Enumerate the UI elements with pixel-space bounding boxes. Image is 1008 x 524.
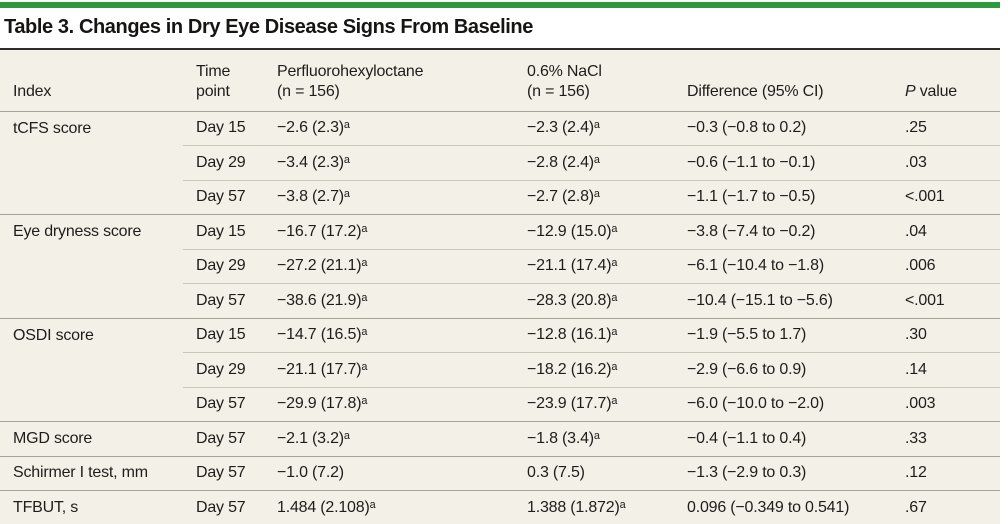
perfluorohexyloctane-cell: −16.7 (17.2)ᵃ <box>264 214 514 249</box>
index-cell <box>0 387 183 422</box>
perfluorohexyloctane-cell: −29.9 (17.8)ᵃ <box>264 386 514 422</box>
nacl-cell: −1.8 (3.4)ᵃ <box>514 421 674 456</box>
p-value-cell: .04 <box>892 214 1000 249</box>
nacl-cell: −21.1 (17.4)ᵃ <box>514 248 674 284</box>
index-cell: Schirmer I test, mm <box>0 455 183 491</box>
difference-cell: −0.6 (−1.1 to −0.1) <box>674 145 892 180</box>
difference-cell: −3.8 (−7.4 to −0.2) <box>674 214 892 249</box>
p-value-cell: .67 <box>892 490 1000 524</box>
difference-cell: −6.1 (−10.4 to −1.8) <box>674 248 892 284</box>
time-point-cell: Day 57 <box>183 386 264 422</box>
perfluorohexyloctane-cell: −2.1 (3.2)ᵃ <box>264 421 514 456</box>
time-point-cell: Day 29 <box>183 145 264 180</box>
p-value-cell: .006 <box>892 248 1000 284</box>
p-value-cell: .33 <box>892 421 1000 456</box>
perfluorohexyloctane-cell: −14.7 (16.5)ᵃ <box>264 317 514 353</box>
perfluorohexyloctane-cell: −1.0 (7.2) <box>264 455 514 491</box>
index-cell: Eye dryness score <box>0 214 183 249</box>
difference-cell: −1.1 (−1.7 to −0.5) <box>674 179 892 215</box>
col-header-nacl: 0.6% NaCl (n = 156) <box>527 63 602 100</box>
table-row: Day 29 −3.4 (2.3)ᵃ −2.8 (2.4)ᵃ −0.6 (−1.… <box>0 145 1000 181</box>
nacl-cell: −23.9 (17.7)ᵃ <box>514 386 674 422</box>
difference-cell: −6.0 (−10.0 to −2.0) <box>674 386 892 422</box>
difference-cell: −1.9 (−5.5 to 1.7) <box>674 317 892 353</box>
nacl-cell: −2.8 (2.4)ᵃ <box>514 145 674 180</box>
p-value-cell: .30 <box>892 317 1000 353</box>
table-row: OSDI score Day 15 −14.7 (16.5)ᵃ −12.8 (1… <box>0 317 1000 353</box>
col-header-index: Index <box>13 82 52 100</box>
time-point-cell: Day 15 <box>196 119 246 137</box>
nacl-cell: −18.2 (16.2)ᵃ <box>514 352 674 387</box>
p-value-cell: <.001 <box>892 283 1000 318</box>
table-title: Table 3. Changes in Dry Eye Disease Sign… <box>4 16 533 38</box>
nacl-cell: −28.3 (20.8)ᵃ <box>514 283 674 318</box>
header-row: Index Time point Perfluorohexyloctane (n =… <box>0 49 1000 111</box>
time-point-cell: Day 57 <box>183 490 264 524</box>
index-cell: OSDI score <box>0 317 183 353</box>
col-header-time-point: Time point <box>196 63 231 100</box>
perfluorohexyloctane-cell: −3.8 (2.7)ᵃ <box>264 179 514 215</box>
perfluorohexyloctane-cell: −3.4 (2.3)ᵃ <box>264 145 514 180</box>
nacl-cell: −12.8 (16.1)ᵃ <box>514 317 674 353</box>
nacl-cell: −2.7 (2.8)ᵃ <box>514 179 674 215</box>
table-body: tCFS score Day 15 −2.6 (2.3)ᵃ −2.3 (2.4)… <box>0 111 1000 524</box>
perfluorohexyloctane-cell: −2.6 (2.3)ᵃ <box>277 119 350 137</box>
table-row: Schirmer I test, mm Day 57 −1.0 (7.2) 0.… <box>0 455 1000 491</box>
nacl-cell: −2.3 (2.4)ᵃ <box>527 119 600 137</box>
p-value-cell: .14 <box>892 352 1000 387</box>
perfluorohexyloctane-cell: 1.484 (2.108)ᵃ <box>264 490 514 524</box>
index-cell <box>0 249 183 284</box>
dry-eye-signs-table: Index Time point Perfluorohexyloctane (n =… <box>0 48 1000 524</box>
difference-cell: −0.3 (−0.8 to 0.2) <box>687 119 807 137</box>
p-value-cell: <.001 <box>892 179 1000 215</box>
time-point-cell: Day 57 <box>183 179 264 215</box>
green-accent-bar <box>0 2 1000 8</box>
table-row: Eye dryness score Day 15 −16.7 (17.2)ᵃ −… <box>0 214 1000 249</box>
p-value-cell: .003 <box>892 386 1000 422</box>
index-cell: MGD score <box>0 421 183 456</box>
p-value-cell: .03 <box>892 145 1000 180</box>
nacl-cell: 1.388 (1.872)ᵃ <box>514 490 674 524</box>
difference-cell: −10.4 (−15.1 to −5.6) <box>674 283 892 318</box>
difference-cell: 0.096 (−0.349 to 0.541) <box>674 490 892 524</box>
table-row: Day 57 −29.9 (17.8)ᵃ −23.9 (17.7)ᵃ −6.0 … <box>0 386 1000 422</box>
difference-cell: −2.9 (−6.6 to 0.9) <box>674 352 892 387</box>
index-cell <box>0 180 183 215</box>
index-cell <box>0 353 183 388</box>
table-row: Day 57 −38.6 (21.9)ᵃ −28.3 (20.8)ᵃ −10.4… <box>0 283 1000 319</box>
difference-cell: −1.3 (−2.9 to 0.3) <box>674 455 892 491</box>
table-row: Day 29 −27.2 (21.1)ᵃ −21.1 (17.4)ᵃ −6.1 … <box>0 248 1000 284</box>
difference-cell: −0.4 (−1.1 to 0.4) <box>674 421 892 456</box>
col-header-difference: Difference (95% CI) <box>687 82 824 100</box>
index-cell <box>0 146 183 181</box>
time-point-cell: Day 29 <box>183 248 264 284</box>
index-cell: tCFS score <box>13 119 92 137</box>
table-row: TFBUT, s Day 57 1.484 (2.108)ᵃ 1.388 (1.… <box>0 490 1000 524</box>
perfluorohexyloctane-cell: −38.6 (21.9)ᵃ <box>264 283 514 318</box>
table-header: Index Time point Perfluorohexyloctane (n =… <box>0 49 1000 111</box>
perfluorohexyloctane-cell: −21.1 (17.7)ᵃ <box>264 352 514 387</box>
p-value-cell: .25 <box>905 119 927 137</box>
col-header-perfluorohexyloctane: Perfluorohexyloctane (n = 156) <box>277 63 424 100</box>
p-value-cell: .12 <box>892 455 1000 491</box>
time-point-cell: Day 29 <box>183 352 264 387</box>
time-point-cell: Day 15 <box>183 214 264 249</box>
time-point-cell: Day 15 <box>183 317 264 353</box>
index-cell: TFBUT, s <box>0 490 183 524</box>
nacl-cell: 0.3 (7.5) <box>514 455 674 491</box>
table-row: Day 29 −21.1 (17.7)ᵃ −18.2 (16.2)ᵃ −2.9 … <box>0 352 1000 388</box>
table-row: MGD score Day 57 −2.1 (3.2)ᵃ −1.8 (3.4)ᵃ… <box>0 421 1000 456</box>
time-point-cell: Day 57 <box>183 455 264 491</box>
nacl-cell: −12.9 (15.0)ᵃ <box>514 214 674 249</box>
index-cell <box>0 284 183 319</box>
table-row: tCFS score Day 15 −2.6 (2.3)ᵃ −2.3 (2.4)… <box>0 111 1000 146</box>
time-point-cell: Day 57 <box>183 421 264 456</box>
time-point-cell: Day 57 <box>183 283 264 318</box>
perfluorohexyloctane-cell: −27.2 (21.1)ᵃ <box>264 248 514 284</box>
table-row: Day 57 −3.8 (2.7)ᵃ −2.7 (2.8)ᵃ −1.1 (−1.… <box>0 179 1000 215</box>
col-header-p-value: P value <box>905 82 957 100</box>
